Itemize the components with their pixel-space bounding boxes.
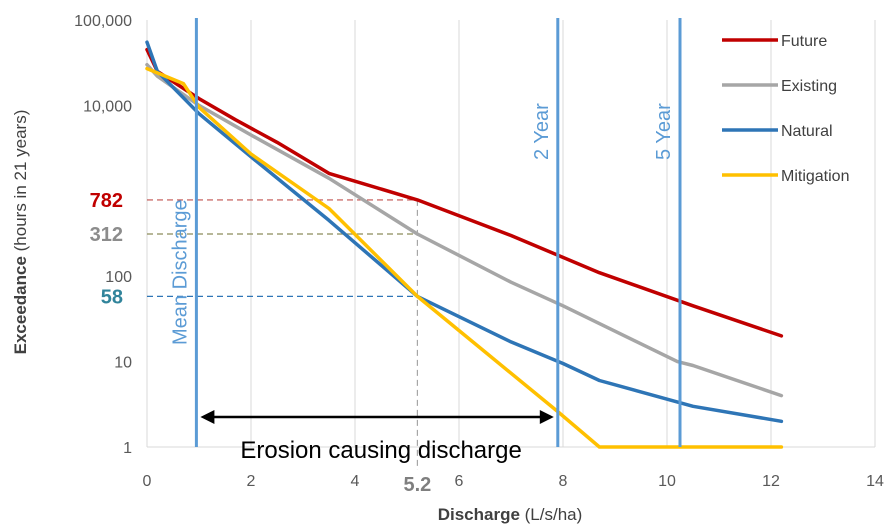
x-axis-title-bold: Discharge [438,505,520,524]
vline-label-5-year: 5 Year [653,103,675,160]
legend-label-future: Future [781,33,827,50]
vertical-lines: Mean Discharge 2 Year 5 Year [169,18,682,447]
x-tick-label: 2 [247,473,256,490]
range-label: Erosion causing discharge [240,437,522,464]
y-axis-title: Exceedance (hours in 21 years) [11,110,30,355]
x-tick-label: 12 [762,473,780,490]
ref-label-312: 312 [90,224,123,246]
erosion-range-annotation: Erosion causing discharge [200,410,554,464]
x-tick-label: 4 [351,473,360,490]
reference-lines: 782 312 58 5.2 [90,190,432,496]
range-arrow-right-head [539,410,554,424]
y-axis-title-units: (hours in 21 years) [11,110,30,256]
x-tick-label: 8 [559,473,568,490]
series-line-mitigation [145,66,784,449]
y-tick-label: 10,000 [83,98,132,115]
y-axis-ticks: 1 10 100 10,000 100,000 [74,13,132,457]
y-tick-label: 1 [123,440,132,457]
x-tick-label: 14 [866,473,884,490]
y-tick-label: 100,000 [74,13,132,30]
x-axis-title-units: (L/s/ha) [520,505,582,524]
vline-label-mean-discharge: Mean Discharge [169,199,191,345]
y-tick-label: 10 [114,355,132,372]
legend-label-existing: Existing [781,78,837,95]
range-arrow-left-head [200,410,215,424]
series-line-existing [145,62,784,398]
x-tick-label: 6 [455,473,464,490]
series-line-future [145,47,784,338]
ref-label-782: 782 [90,190,123,212]
marker-x-label: 5.2 [403,474,431,496]
ref-label-58: 58 [101,286,123,308]
x-axis-ticks: 0 2 4 6 8 10 12 14 [143,473,884,490]
legend: Future Existing Natural Mitigation [722,33,849,185]
series-lines [145,40,784,449]
x-tick-label: 0 [143,473,152,490]
vline-label-2-year: 2 Year [531,103,553,160]
y-tick-label: 100 [105,269,132,286]
legend-label-natural: Natural [781,123,833,140]
x-tick-label: 10 [658,473,676,490]
x-axis-title: Discharge (L/s/ha) [438,505,583,524]
legend-label-mitigation: Mitigation [781,168,849,185]
y-axis-title-bold: Exceedance [11,256,30,354]
